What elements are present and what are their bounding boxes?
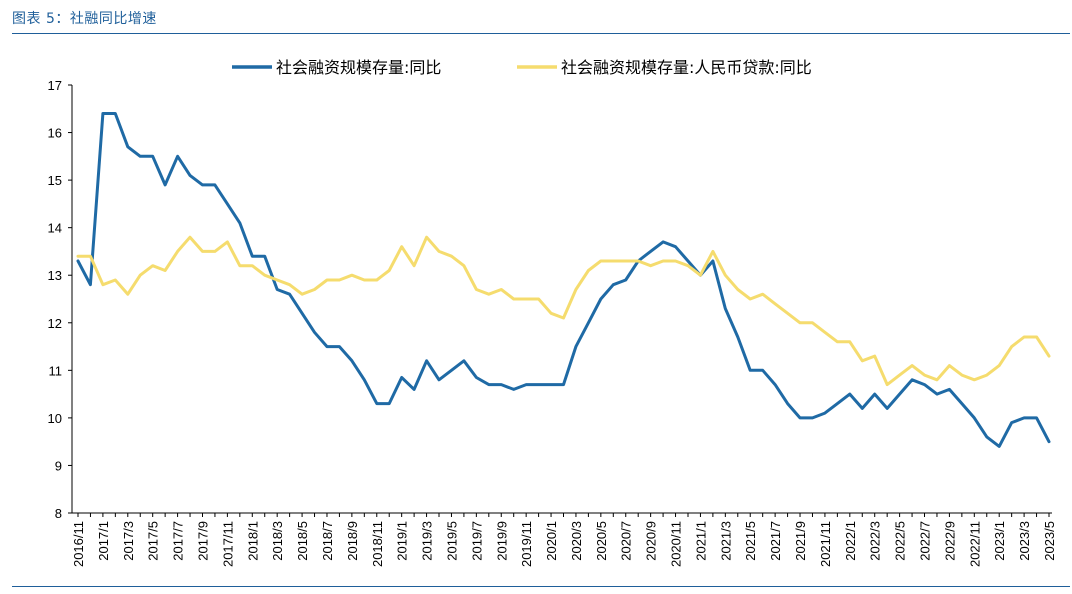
x-tick-label: 2022/11 bbox=[967, 521, 982, 567]
x-tick-label: 2018/7 bbox=[320, 521, 335, 561]
legend: 社会融资规模存量:同比 社会融资规模存量:人民币贷款:同比 bbox=[232, 58, 812, 77]
series-layer bbox=[76, 112, 1051, 448]
x-tick-label: 2019/1 bbox=[395, 521, 410, 561]
series-line-2 bbox=[76, 235, 1051, 387]
title-divider bbox=[12, 33, 1070, 34]
x-tick-label: 2019/11 bbox=[519, 521, 534, 567]
y-tick-label: 17 bbox=[48, 78, 62, 93]
x-tick-label: 2023/3 bbox=[1017, 521, 1032, 561]
x-tick-label: 2022/3 bbox=[868, 521, 883, 561]
x-tick-label: 2022/9 bbox=[942, 521, 957, 561]
y-tick-label: 9 bbox=[55, 458, 62, 473]
x-tick-label: 2020/5 bbox=[594, 521, 609, 561]
x-tick-label: 2023/5 bbox=[1042, 521, 1057, 561]
y-tick-label: 13 bbox=[48, 268, 62, 283]
figure-title: 图表 5：社融同比增速 bbox=[12, 11, 157, 27]
y-tick-label: 11 bbox=[49, 363, 63, 378]
x-tick-label: 2019/5 bbox=[444, 521, 459, 561]
x-tick-label: 2019/7 bbox=[469, 521, 484, 561]
x-tick-label: 2021/1 bbox=[693, 521, 708, 561]
x-tick-label: 2018/1 bbox=[245, 521, 260, 561]
x-tick-label: 2017/5 bbox=[146, 521, 161, 561]
y-tick-label: 8 bbox=[55, 506, 62, 521]
legend-label-1: 社会融资规模存量:同比 bbox=[276, 58, 441, 77]
x-tick-label: 2021/3 bbox=[718, 521, 733, 561]
x-tick-label: 2016/11 bbox=[71, 521, 86, 567]
x-tick-label: 2022/1 bbox=[843, 521, 858, 561]
x-tick-label: 2023/1 bbox=[992, 521, 1007, 561]
x-tick-label: 2021/9 bbox=[793, 521, 808, 561]
x-tick-label: 2020/1 bbox=[544, 521, 559, 561]
x-tick-label: 2020/11 bbox=[669, 521, 684, 567]
y-tick-label: 14 bbox=[48, 221, 62, 236]
y-axis: 8 9 10 11 12 13 14 15 16 17 bbox=[48, 78, 73, 521]
x-tick-label: 2019/9 bbox=[494, 521, 509, 561]
x-tick-label: 2020/3 bbox=[569, 521, 584, 561]
y-tick-label: 15 bbox=[48, 173, 62, 188]
y-tick-label: 10 bbox=[48, 411, 62, 426]
x-tick-label: 2017/7 bbox=[171, 521, 186, 561]
x-tick-label: 2022/7 bbox=[918, 521, 933, 561]
x-tick-label: 2020/9 bbox=[644, 521, 659, 561]
x-tick-label: 2018/5 bbox=[295, 521, 310, 561]
x-tick-label: 2018/9 bbox=[345, 521, 360, 561]
x-tick-label: 2021/7 bbox=[768, 521, 783, 561]
y-tick-label: 12 bbox=[48, 316, 62, 331]
x-tick-label: 2017/11 bbox=[220, 521, 235, 567]
x-tick-label: 2018/3 bbox=[270, 521, 285, 561]
x-tick-label: 2021/5 bbox=[743, 521, 758, 561]
x-tick-label: 2020/7 bbox=[619, 521, 634, 561]
series-line-1 bbox=[76, 112, 1051, 448]
x-tick-label: 2018/11 bbox=[370, 521, 385, 567]
figure-header: 图表 5：社融同比增速 bbox=[12, 4, 1070, 34]
x-axis: 2016/11 2017/1 2017/3 2017/5 2017/7 2017/9 201… bbox=[71, 512, 1057, 567]
x-tick-label: 2017/1 bbox=[96, 521, 111, 561]
x-tick-label: 2022/5 bbox=[893, 521, 908, 561]
x-tick-label: 2017/9 bbox=[195, 521, 210, 561]
x-tick-label: 2021/11 bbox=[818, 521, 833, 567]
x-tick-label: 2019/3 bbox=[420, 521, 435, 561]
bottom-divider bbox=[12, 586, 1070, 587]
x-tick-label: 2017/3 bbox=[121, 521, 136, 561]
legend-label-2: 社会融资规模存量:人民币贷款:同比 bbox=[561, 58, 812, 77]
y-tick-label: 16 bbox=[48, 126, 62, 141]
